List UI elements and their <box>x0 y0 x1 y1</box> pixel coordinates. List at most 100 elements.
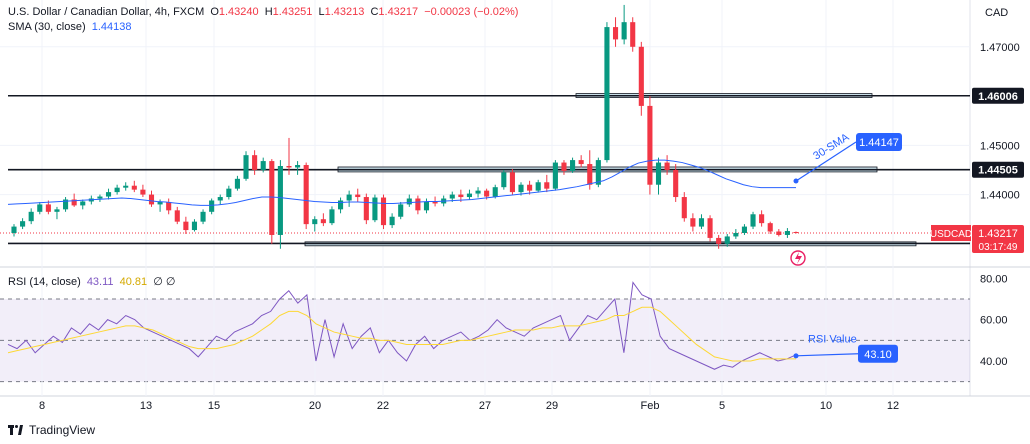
rsi-annotation-text: RSI Value <box>808 333 857 345</box>
candle-body <box>784 231 790 235</box>
date-tick-label: 10 <box>820 400 832 412</box>
high-label: H <box>264 6 273 18</box>
candle-body <box>286 166 292 168</box>
candle-body <box>484 190 490 197</box>
candle-body <box>681 197 687 219</box>
candle-body <box>45 204 51 212</box>
currency-label: CAD <box>985 7 1008 19</box>
date-tick-label: 5 <box>719 400 725 412</box>
candle-body <box>741 226 747 233</box>
candle-body <box>303 165 309 225</box>
candle-body <box>733 232 739 237</box>
rsi-annotation-box <box>858 344 898 363</box>
candle-body <box>11 226 17 233</box>
candle-body <box>612 27 619 40</box>
candle-body <box>28 211 34 222</box>
candle-body <box>759 214 765 224</box>
candle-body <box>466 193 473 198</box>
date-tick-label: 29 <box>546 400 558 412</box>
sma-value: 1.44138 <box>91 21 132 33</box>
candle-body <box>638 46 644 106</box>
candle-body <box>140 189 146 195</box>
candle-body <box>475 190 481 194</box>
candle-body <box>415 198 421 211</box>
candle-body <box>166 201 172 211</box>
candle-body <box>37 204 43 212</box>
candle-body <box>217 197 223 201</box>
rsi-extra: ∅ ∅ <box>153 276 176 288</box>
candle-body <box>243 155 249 179</box>
sma-legend[interactable]: SMA (30, close) 1.44138 <box>8 21 131 33</box>
last-price-tag <box>972 224 1024 253</box>
candle-body <box>673 169 679 198</box>
sma-annotation-value: 1.44147 <box>859 137 899 149</box>
candle-body <box>346 194 352 201</box>
level-price-label: 1.44505 <box>978 165 1018 177</box>
candle-body <box>432 201 438 204</box>
ohlc-legend: U.S. Dollar / Canadian Dollar, 4h, FXCM … <box>8 6 518 18</box>
candle-body <box>398 204 404 217</box>
symbol-tag <box>931 224 971 241</box>
candle-body <box>329 209 335 224</box>
candle-body <box>423 201 430 211</box>
candle-body <box>252 155 258 170</box>
sma-annotation-line <box>795 141 857 182</box>
low-label: L <box>318 6 325 18</box>
rsi-annotation-value: 43.10 <box>864 349 892 361</box>
candle-body <box>750 214 756 227</box>
level-price-tag <box>972 161 1024 178</box>
level-price-tag <box>972 87 1024 104</box>
candle-body <box>54 209 60 212</box>
candle-body <box>71 199 77 206</box>
candle-body <box>209 200 215 212</box>
candle-body <box>277 166 283 235</box>
tradingview-logo[interactable]: TradingView <box>8 423 95 437</box>
price-tick-label: 1.47000 <box>980 42 1020 54</box>
candle-body <box>544 182 550 189</box>
candle-body <box>269 161 275 235</box>
candle-body <box>527 184 533 191</box>
sma-label: SMA (30, close) <box>8 21 86 33</box>
rsi-legend[interactable]: RSI (14, close) 43.11 40.81 ∅ ∅ <box>8 275 175 288</box>
open-value: 1.43240 <box>218 6 259 18</box>
rsi-line <box>7 281 797 370</box>
high-value: 1.43251 <box>272 6 313 18</box>
symbol-tag-label: USDCAD <box>930 229 972 240</box>
candle-body <box>449 194 455 199</box>
candle-body <box>157 201 163 205</box>
candle-body <box>191 221 198 231</box>
candle-body <box>793 232 799 234</box>
candle-body <box>80 201 86 206</box>
rsi-tick-label: 60.00 <box>980 315 1008 327</box>
date-tick-label: 22 <box>377 400 389 412</box>
candle-body <box>312 219 318 225</box>
candle-body <box>724 236 730 244</box>
date-tick-label: 12 <box>887 400 899 412</box>
rsi-ma-value: 40.81 <box>119 276 148 288</box>
candle-body <box>501 172 507 188</box>
candle-body <box>260 161 266 170</box>
tradingview-icon <box>8 425 24 435</box>
candle-body <box>372 197 378 221</box>
event-marker-icon <box>790 250 806 266</box>
candle-body <box>552 162 558 189</box>
candle-body <box>509 172 515 193</box>
sma-line <box>7 159 796 206</box>
candle-body <box>389 216 395 226</box>
candle-body <box>621 22 627 40</box>
date-tick-label: 15 <box>208 400 220 412</box>
candle-body <box>183 221 189 231</box>
date-tick-label: 20 <box>309 400 321 412</box>
candle-body <box>707 218 713 238</box>
candle-body <box>380 197 387 226</box>
candle-body <box>595 160 601 185</box>
candle-body <box>698 218 705 227</box>
candle-body <box>97 196 103 199</box>
sma-annotation-dot <box>793 178 799 184</box>
candle-body <box>320 219 326 224</box>
candle-body <box>174 210 180 222</box>
candle-body <box>63 199 69 210</box>
countdown-label: 03:17:49 <box>979 242 1018 253</box>
candle-body <box>716 237 722 244</box>
